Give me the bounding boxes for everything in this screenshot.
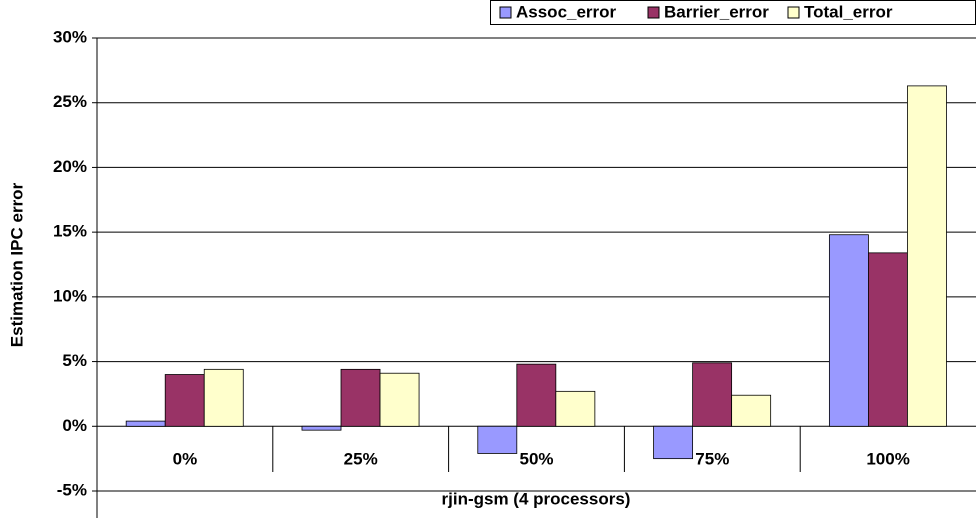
bar <box>907 85 947 427</box>
bar <box>125 420 166 427</box>
bar <box>828 234 869 427</box>
x-tick-label: 75% <box>695 449 729 468</box>
x-axis-title: rjin-gsm (4 processors) <box>442 489 631 508</box>
y-tick-label: -5% <box>57 480 87 499</box>
legend-swatch <box>647 6 660 19</box>
bar <box>203 368 244 427</box>
y-tick-label: 20% <box>53 157 87 176</box>
y-tick-label: 25% <box>53 92 87 111</box>
x-tick-label: 0% <box>173 449 198 468</box>
legend-label: Barrier_error <box>664 2 769 21</box>
legend-label: Assoc_error <box>516 2 617 21</box>
bar <box>516 363 557 427</box>
y-tick-label: 5% <box>62 351 87 370</box>
bar <box>164 374 205 427</box>
bar <box>477 425 518 454</box>
legend-label: Total_error <box>804 2 893 21</box>
bar <box>379 372 420 427</box>
y-tick-label: 30% <box>53 27 87 46</box>
bar <box>555 390 596 427</box>
y-axis-title: Estimation IPC error <box>7 182 26 347</box>
bar <box>340 368 381 427</box>
legend-swatch <box>499 6 512 19</box>
y-tick-label: 15% <box>53 222 87 241</box>
x-tick-label: 100% <box>866 449 909 468</box>
legend-swatch <box>787 6 800 19</box>
x-tick-label: 50% <box>519 449 553 468</box>
bar <box>301 425 342 431</box>
bar <box>692 362 733 427</box>
bar <box>653 425 694 460</box>
y-tick-label: 0% <box>62 416 87 435</box>
bar <box>868 252 908 427</box>
y-tick-label: 10% <box>53 286 87 305</box>
bar <box>731 394 772 427</box>
x-tick-label: 25% <box>344 449 378 468</box>
